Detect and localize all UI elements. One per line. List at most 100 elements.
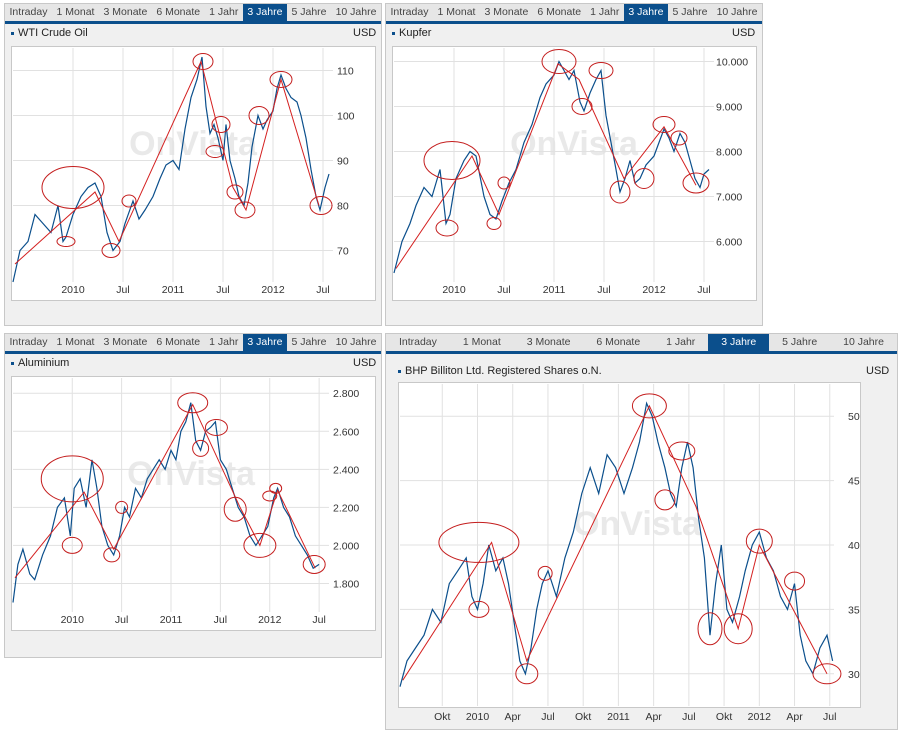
x-tick-label: 2012 [258, 614, 282, 626]
tab-3-monate[interactable]: 3 Monate [526, 336, 571, 348]
tab-intraday[interactable]: Intraday [9, 336, 48, 348]
x-tick-label: 2011 [162, 284, 185, 296]
annotation-circle [652, 116, 676, 133]
x-tick-label: Okt [434, 711, 450, 723]
tab-5-jahre[interactable]: 5 Jahre [782, 336, 818, 348]
tab-3-monate[interactable]: 3 Monate [103, 6, 148, 18]
y-tick-label: 9.000 [716, 102, 742, 114]
x-tick-label: Jul [497, 284, 510, 296]
tab-10-jahre[interactable]: 10 Jahre [843, 336, 884, 348]
y-tick-label: 7.000 [716, 192, 742, 204]
watermark-text: OnVista [573, 505, 702, 543]
price-line [399, 401, 834, 687]
annotation-circle [103, 547, 121, 563]
tab-1-jahr[interactable]: 1 Jahr [590, 6, 620, 18]
y-tick-label: 50 [848, 411, 860, 423]
tab-5-jahre[interactable]: 5 Jahre [291, 336, 327, 348]
tab-6-monate[interactable]: 6 Monate [596, 336, 641, 348]
annotation-circle [609, 180, 631, 204]
chart-panel-kupfer: Intraday 1 Monat 3 Monate 6 Monate 1 Jahr 3 J… [385, 3, 763, 326]
annotation-circle [121, 194, 137, 208]
x-tick-label: Jul [216, 284, 229, 296]
tab-1-monat[interactable]: 1 Monat [56, 336, 95, 348]
y-tick-label: 2.800 [333, 388, 359, 400]
x-tick-label: Okt [716, 711, 732, 723]
tab-10-jahre[interactable]: 10 Jahre [335, 6, 377, 18]
tab-3-jahre[interactable]: 3 Jahre [623, 4, 668, 21]
y-tick-label: 80 [337, 201, 349, 213]
tab-1-jahr[interactable]: 1 Jahr [666, 336, 696, 348]
y-tick-label: 2.400 [333, 464, 359, 476]
annotation-circle [438, 521, 520, 563]
annotation-circle [633, 168, 655, 189]
x-tick-label: Jul [541, 711, 554, 723]
chart-title: BHP Billiton Ltd. Registered Shares o.N. [398, 365, 602, 377]
series-marker-icon [398, 369, 401, 373]
tab-6-monate[interactable]: 6 Monate [537, 6, 582, 18]
tab-1-monat[interactable]: 1 Monat [437, 6, 476, 18]
tab-1-monat[interactable]: 1 Monat [462, 336, 501, 348]
annotation-circle [435, 219, 459, 237]
y-tick-label: 70 [337, 246, 349, 258]
annotation-circle [269, 482, 283, 494]
annotation-circle [588, 62, 614, 79]
tab-10-jahre[interactable]: 10 Jahre [716, 6, 758, 18]
annotation-circle [571, 98, 593, 115]
x-tick-label: 2010 [466, 711, 490, 723]
x-tick-label: Jul [316, 284, 329, 296]
x-tick-label: Jul [682, 711, 695, 723]
y-tick-label: 1.800 [333, 578, 359, 590]
tab-intraday[interactable]: Intraday [9, 6, 48, 18]
series-marker-icon [11, 361, 14, 365]
tab-10-jahre[interactable]: 10 Jahre [335, 336, 377, 348]
annotation-circle [177, 392, 209, 414]
chart-svg: OnVista 1.800 2.000 2.200 2.400 2.600 2.800 201… [12, 378, 359, 626]
annotation-circle [697, 612, 723, 646]
y-tick-label: 10.000 [716, 57, 748, 69]
annotation-circle [115, 500, 129, 514]
tab-3-jahre[interactable]: 3 Jahre [242, 334, 287, 351]
chart-title: Kupfer [392, 27, 431, 39]
tab-3-jahre[interactable]: 3 Jahre [708, 334, 770, 351]
tab-1-jahr[interactable]: 1 Jahr [209, 6, 239, 18]
chart-title: Aluminium [11, 357, 69, 369]
y-tick-label: 100 [337, 111, 355, 123]
tab-5-jahre[interactable]: 5 Jahre [672, 6, 708, 18]
tab-3-monate[interactable]: 3 Monate [484, 6, 529, 18]
watermark-text: OnVista [129, 125, 258, 163]
tab-intraday[interactable]: Intraday [390, 6, 429, 18]
annotation-circle [497, 176, 511, 190]
tab-5-jahre[interactable]: 5 Jahre [291, 6, 327, 18]
tab-1-jahr[interactable]: 1 Jahr [209, 336, 239, 348]
x-tick-label: Jul [116, 284, 129, 296]
annotation-circle [631, 393, 667, 419]
x-tick-label: 2010 [61, 614, 85, 626]
y-tick-label: 8.000 [716, 147, 742, 159]
annotation-circle [192, 53, 214, 70]
x-tick-label: Jul [597, 284, 610, 296]
currency-label: USD [732, 27, 756, 39]
watermark-text: OnVista [127, 455, 256, 493]
tab-6-monate[interactable]: 6 Monate [156, 6, 201, 18]
annotation-circle [205, 145, 225, 158]
y-tick-label: 2.000 [333, 540, 359, 552]
period-tabs: Intraday 1 Monat 3 Monate 6 Monate 1 Jahr 3 J… [386, 334, 897, 354]
annotation-circle [101, 243, 121, 258]
tab-1-monat[interactable]: 1 Monat [56, 6, 95, 18]
annotation-circle [541, 49, 577, 74]
chart-svg: OnVista 70 80 90 100 110 2010 Jul 2011 Jul 2012 Jul [12, 48, 355, 296]
tab-6-monate[interactable]: 6 Monate [156, 336, 201, 348]
annotation-circle [204, 418, 228, 436]
x-tick-label: Jul [214, 614, 227, 626]
annotation-circle [243, 532, 277, 558]
x-tick-label: Jul [115, 614, 128, 626]
tab-intraday[interactable]: Intraday [398, 336, 437, 348]
x-tick-label: Jul [823, 711, 836, 723]
annotation-circle [223, 496, 247, 522]
annotation-circle [812, 663, 842, 685]
annotation-circle [56, 236, 76, 247]
trend-line [402, 404, 828, 681]
tab-3-jahre[interactable]: 3 Jahre [242, 4, 287, 21]
annotation-circle [668, 441, 696, 461]
tab-3-monate[interactable]: 3 Monate [103, 336, 148, 348]
